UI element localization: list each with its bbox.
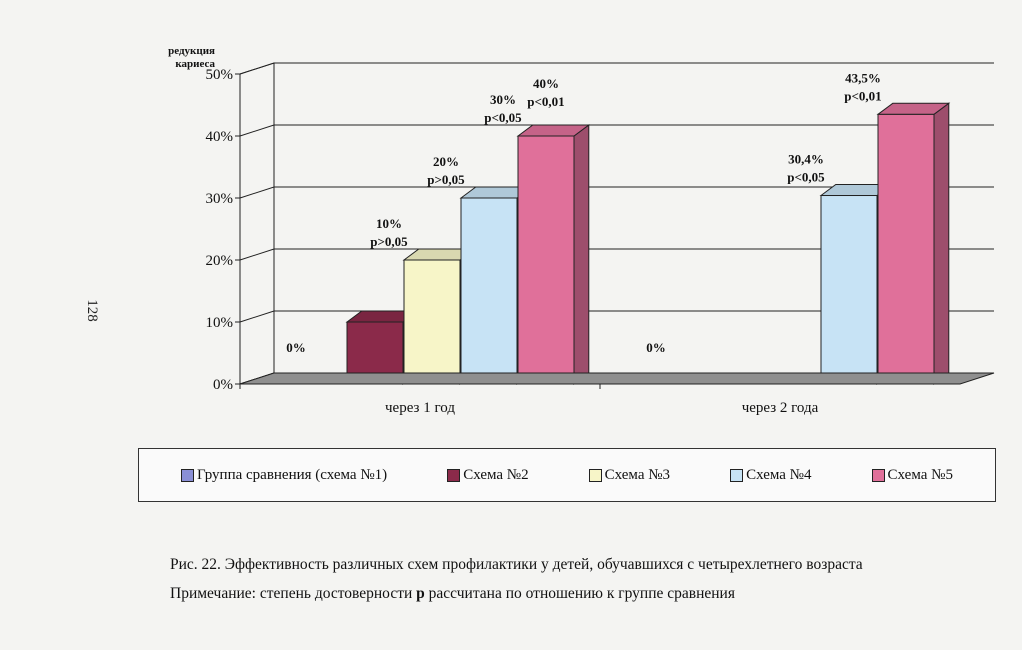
gridline [239, 186, 994, 199]
y-tick-label: 40% [206, 129, 234, 145]
legend-swatch [730, 468, 744, 482]
legend-label: Схема №3 [604, 466, 671, 483]
y-tick-label: 50% [206, 67, 234, 83]
data-label: 30,4% [788, 152, 824, 167]
data-label: 0% [646, 340, 666, 355]
y-tick-label: 30% [206, 191, 234, 207]
legend-label: Схема №2 [463, 466, 529, 483]
bar-front [820, 195, 878, 385]
y-axis-label: кариеса [175, 58, 215, 70]
note-bold: р [416, 585, 425, 602]
legend-item: Схема №3 [588, 466, 671, 484]
bar [876, 102, 951, 385]
data-label: 30% [490, 92, 516, 107]
legend-label: Схема №5 [887, 466, 953, 483]
data-label: 20% [433, 154, 459, 169]
chart-floor [239, 372, 995, 385]
figure-note: Примечание: степень достоверности р расс… [170, 585, 735, 603]
legend-label: Группа сравнения (схема №1) [197, 466, 388, 483]
y-tick-label: 10% [206, 315, 234, 331]
bar-front [877, 113, 935, 385]
bar-front [517, 135, 575, 385]
bar-front [403, 259, 461, 385]
gridline [239, 124, 994, 137]
chart-legend: Группа сравнения (схема №1) Схема №2 Схема… [138, 448, 996, 502]
legend-item: Схема №5 [871, 466, 953, 484]
legend-item: Группа сравнения (схема №1) [181, 467, 387, 484]
left-wall [239, 62, 275, 385]
category-label: через 2 года [742, 400, 819, 416]
legend-swatch [588, 468, 602, 482]
bar-front [460, 197, 518, 385]
data-label: p>0,05 [427, 172, 465, 187]
data-label: 0% [286, 340, 306, 355]
bar [516, 124, 591, 385]
legend-item: Схема №2 [447, 466, 529, 484]
data-label: p<0,05 [484, 110, 522, 125]
legend-label: Схема №4 [746, 466, 812, 483]
bar-top [516, 124, 591, 137]
note-suffix: рассчитана по отношению к группе сравнен… [424, 585, 735, 602]
data-label: p<0,05 [787, 170, 825, 185]
bar-side [933, 102, 950, 385]
data-label: p>0,05 [370, 234, 408, 249]
data-label: 10% [376, 216, 402, 231]
data-label: 40% [533, 76, 559, 91]
data-label: 43,5% [845, 70, 881, 85]
category-label: через 1 год [385, 400, 455, 416]
figure-caption: Рис. 22. Эффективность различных схем пр… [170, 556, 863, 573]
legend-swatch [447, 468, 461, 482]
gridline [239, 62, 994, 75]
y-tick-label: 20% [206, 253, 234, 269]
data-label: p<0,01 [527, 94, 564, 109]
bar-top [876, 102, 951, 115]
y-axis-label: редукция [168, 45, 215, 57]
gridline [239, 248, 994, 261]
gridline [239, 310, 994, 323]
bar-side [573, 124, 590, 385]
legend-swatch [181, 468, 195, 482]
legend-item: Схема №4 [730, 466, 812, 484]
legend-swatch [871, 468, 885, 482]
y-tick-label: 0% [213, 377, 233, 393]
data-label: p<0,01 [844, 88, 881, 103]
note-prefix: Примечание: степень достоверности [170, 585, 417, 602]
